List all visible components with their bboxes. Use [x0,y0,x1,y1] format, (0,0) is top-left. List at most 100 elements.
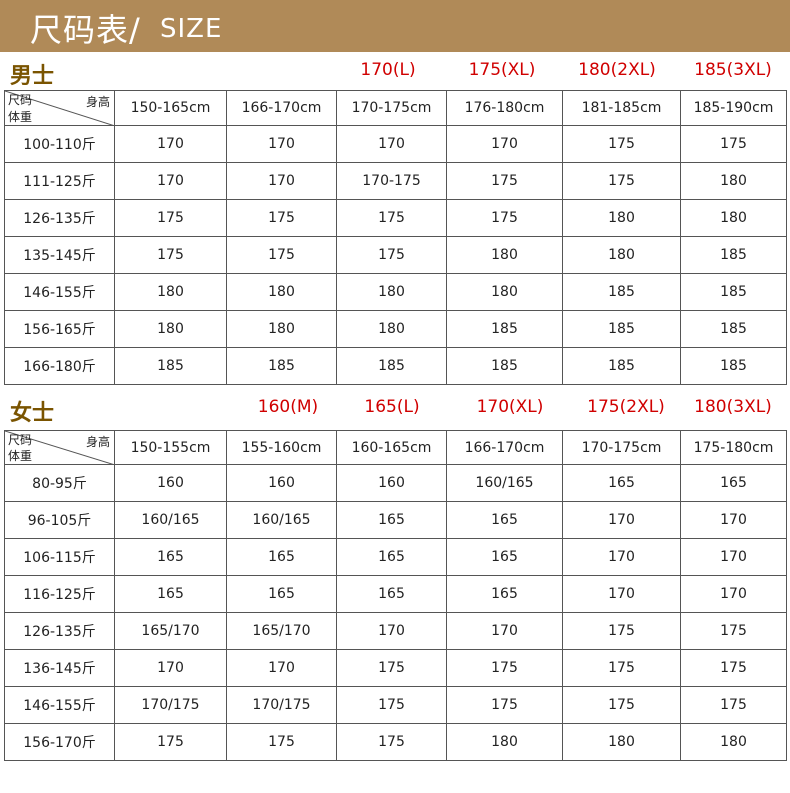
table-row: 136-145斤 170 170 175 175 175 175 [4,649,787,687]
size-cell: 175 [114,236,227,274]
header-row: 尺码 身高 体重 150-155cm 155-160cm 160-165cm 166-170… [4,430,787,465]
size-cell: 185 [114,347,227,385]
size-cell: 165 [336,575,447,613]
size-cell: 175 [336,649,447,687]
men-size-label: 170(L) [360,60,416,80]
size-cell: 175 [114,723,227,761]
size-cell: 180 [446,273,563,311]
size-cell: 175 [226,723,337,761]
size-cell: 170 [226,162,337,200]
size-cell: 180 [226,310,337,348]
size-cell: 170-175 [336,162,447,200]
weight-range-cell: 146-155斤 [4,686,115,724]
size-cell: 180 [680,199,787,237]
size-cell: 170 [446,125,563,163]
size-chart-banner: 尺码表/ SIZE [0,0,790,52]
size-cell: 180 [562,199,681,237]
weight-range-cell: 166-180斤 [4,347,115,385]
size-cell: 160/165 [114,501,227,539]
women-size-label: 160(M) [257,397,319,417]
size-cell: 165 [680,464,787,502]
size-cell: 170 [336,125,447,163]
table-row: 100-110斤 170 170 170 170 175 175 [4,125,787,163]
size-cell: 175 [226,199,337,237]
size-cell: 175 [680,125,787,163]
size-cell: 165 [226,538,337,576]
men-size-table: 尺码 身高 体重 150-165cm 166-170cm 170-175cm 176-180… [4,90,787,385]
size-cell: 170 [446,612,563,650]
size-cell: 175 [446,686,563,724]
size-cell: 180 [680,723,787,761]
size-cell: 180 [114,310,227,348]
women-size-label: 170(XL) [476,397,544,417]
corner-cell: 尺码 身高 体重 [4,90,115,126]
size-cell: 165 [562,464,681,502]
size-cell: 185 [446,310,563,348]
size-cell: 175 [680,649,787,687]
weight-range-cell: 100-110斤 [4,125,115,163]
height-range-header: 170-175cm [562,430,681,465]
size-cell: 160/165 [226,501,337,539]
size-cell: 175 [336,236,447,274]
size-cell: 175 [226,236,337,274]
corner-diagonal [5,431,112,464]
size-cell: 180 [446,723,563,761]
size-cell: 180 [680,162,787,200]
height-range-header: 150-155cm [114,430,227,465]
size-cell: 180 [336,310,447,348]
size-cell: 175 [562,612,681,650]
women-size-table: 尺码 身高 体重 150-155cm 155-160cm 160-165cm 166-170… [4,430,787,761]
size-cell: 170 [680,575,787,613]
corner-size-label: 尺码 [8,433,33,447]
size-cell: 165/170 [226,612,337,650]
men-section: 男士 170(L) 175(XL) 180(2XL) 185(3XL) 尺码 身高… [0,58,790,388]
men-size-label: 180(2XL) [578,60,656,80]
men-size-label: 175(XL) [468,60,536,80]
size-cell: 170 [336,612,447,650]
table-row: 156-165斤 180 180 180 185 185 185 [4,310,787,348]
size-cell: 160 [336,464,447,502]
table-row: 126-135斤 165/170 165/170 170 170 175 175 [4,612,787,650]
size-cell: 165 [114,575,227,613]
corner-cell: 尺码 身高 体重 [4,430,115,465]
height-range-header: 185-190cm [680,90,787,126]
height-range-header: 166-170cm [226,90,337,126]
size-cell: 170 [226,649,337,687]
size-cell: 180 [446,236,563,274]
corner-size-label: 尺码 [8,93,33,107]
table-row: 116-125斤 165 165 165 165 170 170 [4,575,787,613]
weight-range-cell: 135-145斤 [4,236,115,274]
size-cell: 175 [446,199,563,237]
banner-title-en: SIZE [160,14,223,44]
women-size-label: 175(2XL) [587,397,665,417]
size-cell: 165 [336,501,447,539]
size-cell: 170 [562,575,681,613]
size-cell: 170 [680,538,787,576]
table-row: 80-95斤 160 160 160 160/165 165 165 [4,464,787,502]
size-cell: 175 [562,162,681,200]
size-cell: 170/175 [226,686,337,724]
size-cell: 185 [680,347,787,385]
weight-range-cell: 111-125斤 [4,162,115,200]
size-cell: 185 [562,347,681,385]
size-cell: 165 [446,501,563,539]
table-row: 146-155斤 170/175 170/175 175 175 175 175 [4,686,787,724]
size-cell: 180 [562,723,681,761]
size-cell: 170 [680,501,787,539]
size-cell: 185 [336,347,447,385]
weight-range-cell: 146-155斤 [4,273,115,311]
women-section-title: 女士 [10,401,55,426]
size-cell: 165/170 [114,612,227,650]
size-cell: 180 [114,273,227,311]
height-range-header: 166-170cm [446,430,563,465]
height-range-header: 176-180cm [446,90,563,126]
weight-range-cell: 80-95斤 [4,464,115,502]
table-row: 166-180斤 185 185 185 185 185 185 [4,347,787,385]
size-cell: 175 [336,723,447,761]
weight-range-cell: 96-105斤 [4,501,115,539]
size-cell: 175 [446,649,563,687]
size-cell: 185 [680,310,787,348]
weight-range-cell: 106-115斤 [4,538,115,576]
weight-range-cell: 116-125斤 [4,575,115,613]
corner-weight-label: 体重 [8,110,33,124]
